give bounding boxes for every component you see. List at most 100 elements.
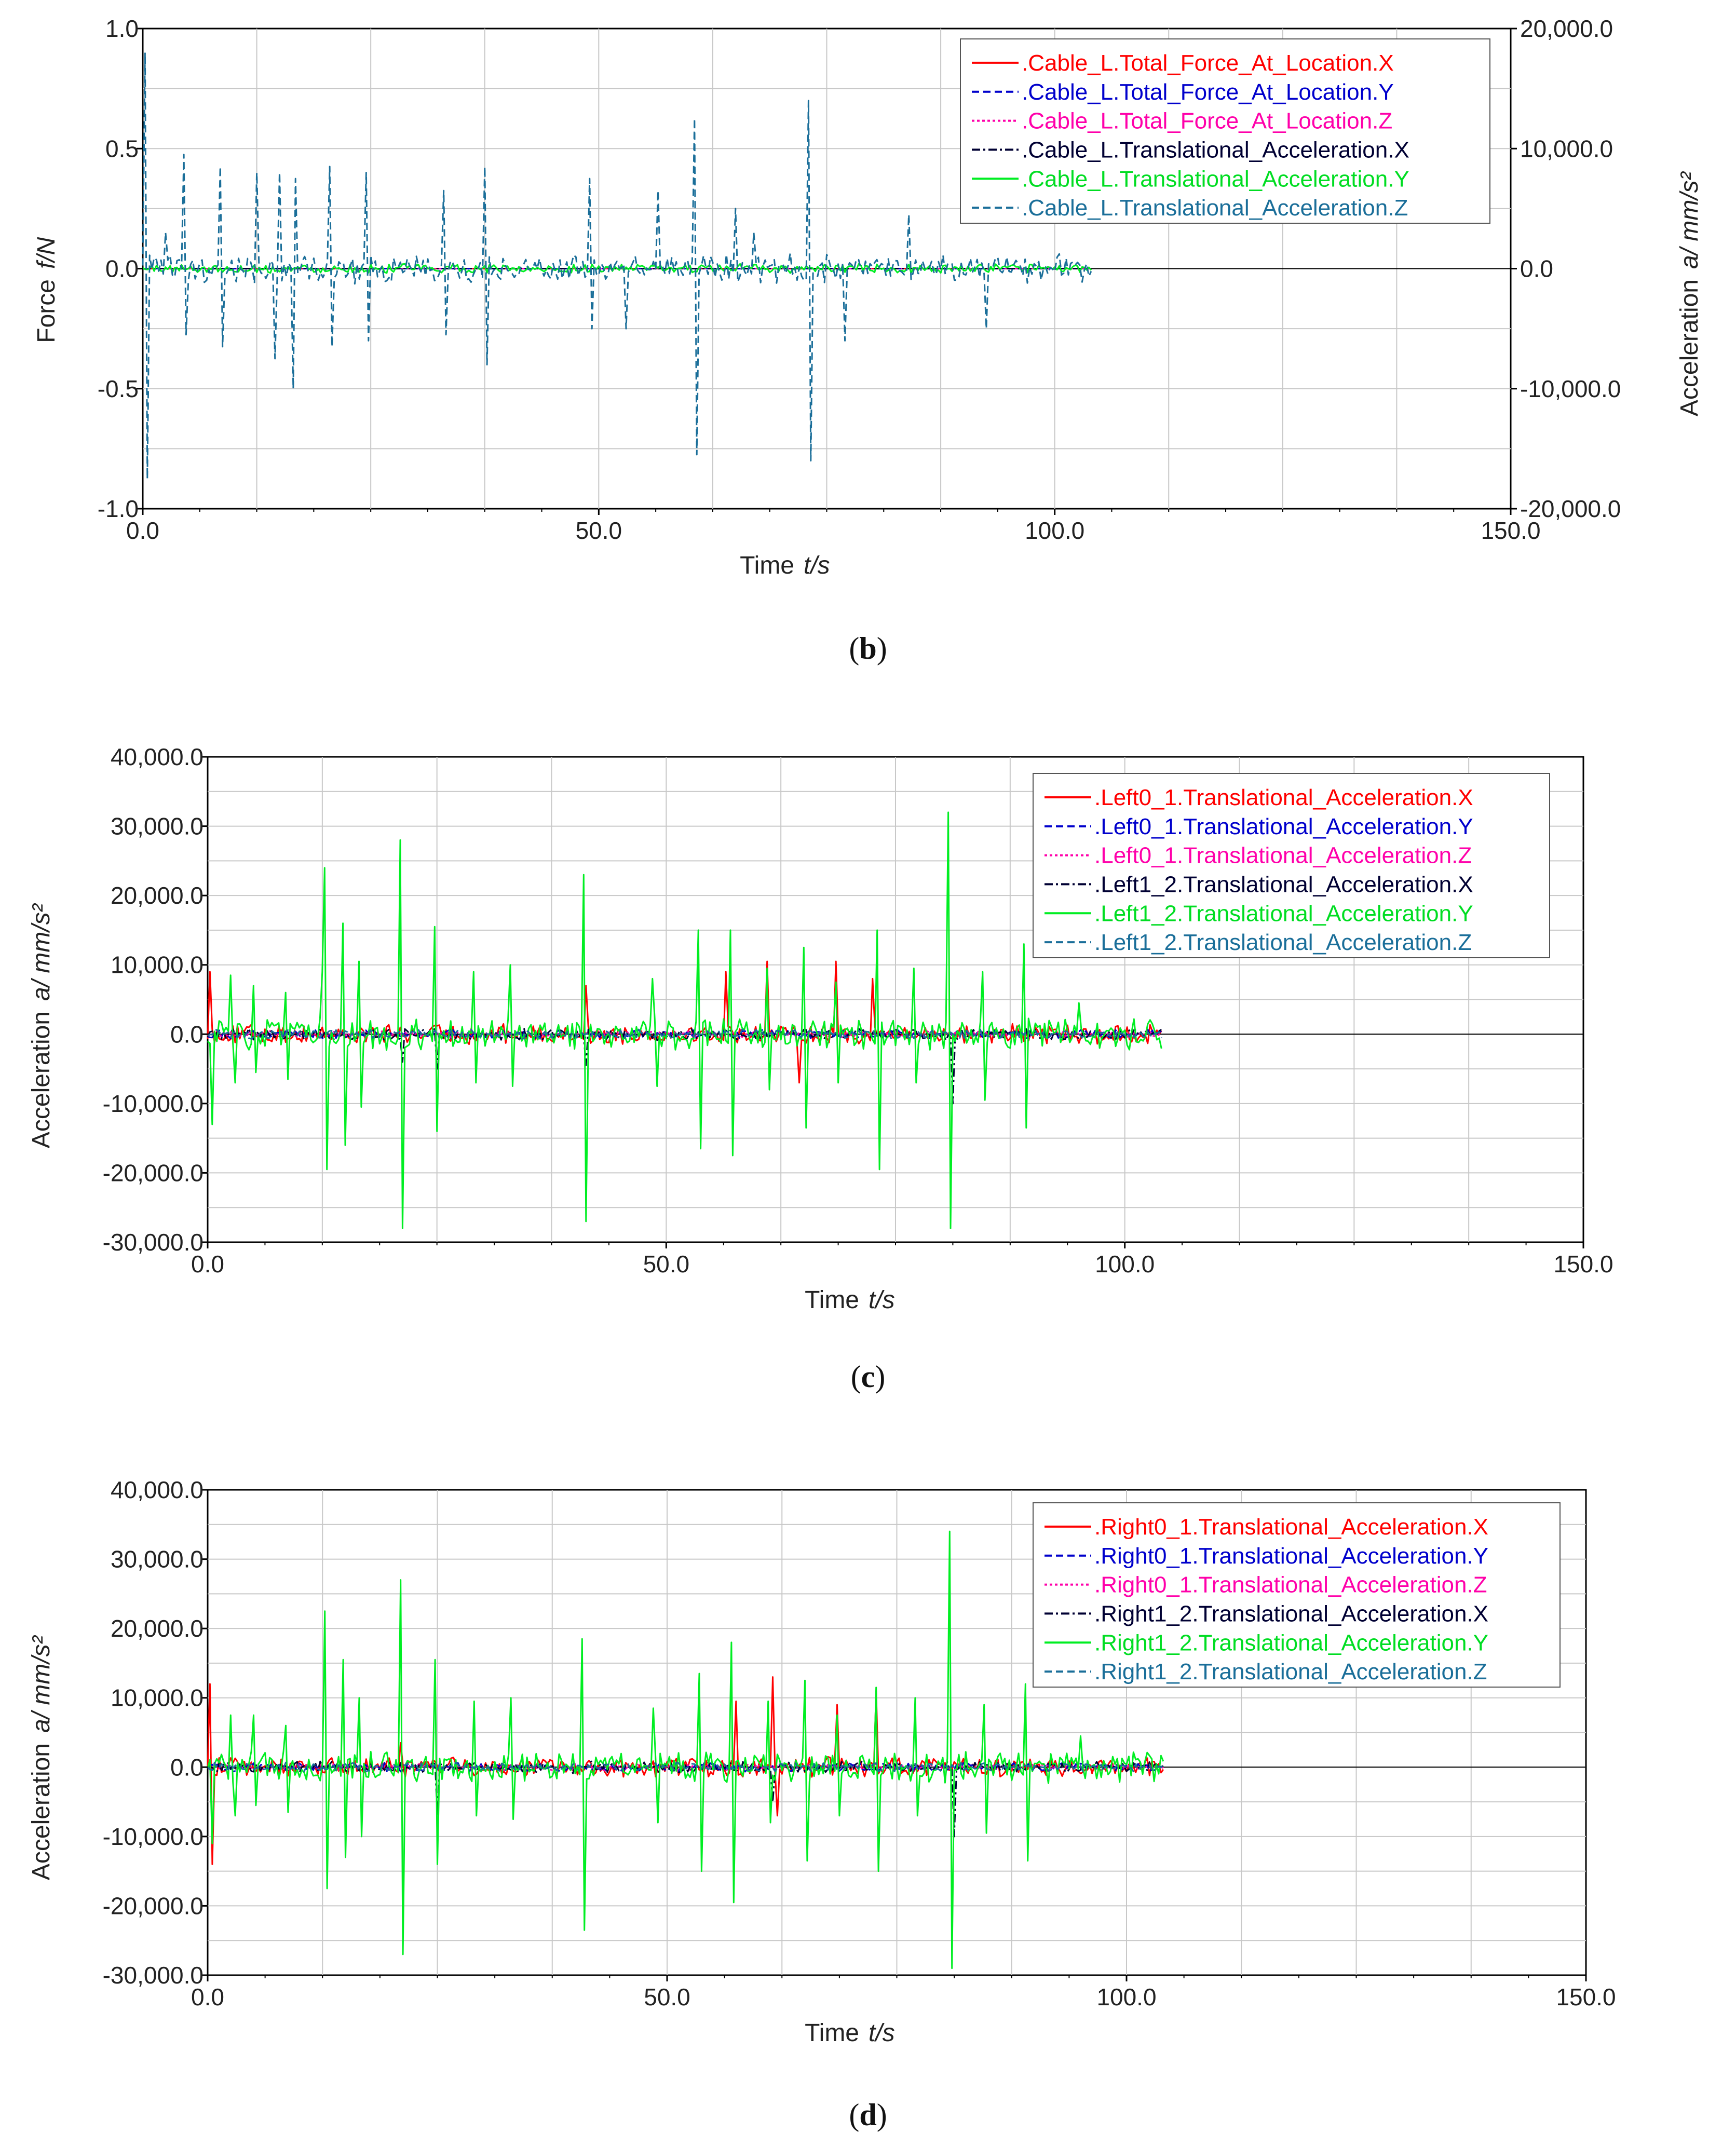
y-tick-label: 30,000.0 [111,1546,204,1573]
y-tick-label: 20,000.0 [111,882,204,909]
x-axis-title: Time [805,1286,859,1314]
caption-b: (b) [849,631,887,665]
y-axis-left-unit: a/ mm/s² [28,1635,55,1733]
legend-label: .Cable_L.Translational_Acceleration.Y [1022,166,1409,192]
chart-c: 0.0 50.0 100.0 150.0 40,000.0 30,000.0 20,000… [28,743,1613,1314]
y-axis-right-label-b: Acceleration a/ mm/s² [1676,171,1703,416]
y-tick-label: -30,000.0 [103,1229,204,1256]
legend-label: .Right1_2.Translational_Acceleration.Y [1094,1630,1488,1655]
legend-label: .Right0_1.Translational_Acceleration.X [1094,1514,1488,1540]
y-tick-label: 30,000.0 [111,813,204,840]
series-line [207,1028,1162,1040]
x-axis-label-b: Time t/s [740,552,830,579]
x-tick-label: 0.0 [191,1251,224,1278]
x-tick-label: 0.0 [191,1983,224,2010]
y-tick-label: 0.5 [105,135,139,162]
series-line [207,811,1162,1229]
y-tick-label: -10,000.0 [103,1823,204,1850]
y-tick-label: -1.0 [98,495,139,522]
caption-letter-b: b [859,631,877,665]
caption-letter-d: d [859,2098,877,2132]
x-axis-title: Time [740,552,794,579]
legend-label: .Left0_1.Translational_Acceleration.Y [1094,814,1473,839]
y-axis-left-label-b: Force f/N [33,237,60,343]
y-tick-label: 1.0 [105,15,139,42]
y-tick-label: 20,000.0 [111,1615,204,1642]
legend-label: .Right1_2.Translational_Acceleration.X [1094,1601,1488,1626]
x-axis-unit: t/s [869,1286,895,1314]
y-axis-left-unit: a/ mm/s² [28,903,55,1001]
caption-c: (c) [850,1360,886,1394]
chart-d: 0.0 50.0 100.0 150.0 40,000.0 30,000.0 20,000… [28,1476,1616,2047]
y-axis-right-title: Acceleration [1676,279,1703,416]
x-axis-unit: t/s [869,2019,895,2047]
y-ticks-left-c: 40,000.0 30,000.0 20,000.0 10,000.0 0.0 -10,0… [103,743,208,1256]
y-axis-left-label-d: Acceleration a/ mm/s² [28,1635,55,1880]
chart-b: 0.0 50.0 100.0 150.0 1.0 0.5 0.0 -0.5 -1.0 20,0… [33,15,1703,579]
x-axis-unit: t/s [804,552,830,579]
legend-d: .Right0_1.Translational_Acceleration.X .R… [1033,1502,1561,1688]
y-tick-label: 0.0 [105,255,139,282]
legend-label: .Cable_L.Translational_Acceleration.X [1022,137,1409,162]
y-tick-label: -20,000.0 [103,1892,204,1919]
y-axis-left-title: Acceleration [28,1743,55,1880]
x-tick-label: 150.0 [1553,1251,1613,1278]
legend-label: .Cable_L.Total_Force_At_Location.Z [1022,108,1392,134]
series-group-d [207,1530,1164,1969]
legend-label: .Cable_L.Translational_Acceleration.Z [1022,195,1408,221]
y-ticks-left-b: 1.0 0.5 0.0 -0.5 -1.0 [98,15,143,522]
x-tick-label: 150.0 [1481,517,1540,544]
y-tick-label: -10,000.0 [103,1090,204,1117]
x-tick-label: 150.0 [1556,1983,1616,2010]
y-ticks-right-b: 20,000.0 10,000.0 0.0 -10,000.0 -20,000.0 [1511,15,1621,522]
y-axis-right-unit: a/ mm/s² [1676,171,1703,269]
legend-label: .Right0_1.Translational_Acceleration.Y [1094,1543,1488,1569]
y-tick-label: -30,000.0 [103,1962,204,1989]
legend-label: .Left1_2.Translational_Acceleration.Z [1094,930,1472,955]
legend-label: .Right1_2.Translational_Acceleration.Z [1094,1659,1487,1684]
caption-d: (d) [849,2098,887,2132]
x-axis-label-c: Time t/s [805,1286,895,1314]
y-right-tick-label: -10,000.0 [1520,375,1621,402]
y-right-tick-label: 10,000.0 [1520,135,1613,162]
y-tick-label: -0.5 [98,375,139,402]
y-tick-label: 0.0 [170,1021,204,1048]
x-axis-label-d: Time t/s [805,2019,895,2047]
y-tick-label: 40,000.0 [111,743,204,770]
y-right-tick-label: 20,000.0 [1520,15,1613,42]
x-tick-label: 50.0 [643,1251,690,1278]
series-line [207,1761,1164,1773]
x-ticks-c: 0.0 50.0 100.0 150.0 [191,1242,1613,1278]
legend-c: .Left0_1.Translational_Acceleration.X .Le… [1033,773,1550,958]
y-axis-left-title: Acceleration [28,1011,55,1148]
x-tick-label: 50.0 [644,1983,690,2010]
series-group-c [207,811,1162,1229]
y-axis-left-title: Force [33,279,60,343]
legend-label: .Cable_L.Total_Force_At_Location.Y [1022,79,1394,105]
legend-label: .Left1_2.Translational_Acceleration.X [1094,872,1473,897]
series-group-b [142,51,1092,480]
legend-label: .Left0_1.Translational_Acceleration.X [1094,785,1473,810]
series-line [207,1530,1164,1969]
y-right-tick-label: -20,000.0 [1520,495,1621,522]
series-line [207,1676,1164,1865]
legend-label: .Left0_1.Translational_Acceleration.Z [1094,843,1472,868]
legend-b: .Cable_L.Total_Force_At_Location.X .Cable… [960,38,1490,224]
y-tick-label: 0.0 [170,1754,204,1781]
x-ticks-d: 0.0 50.0 100.0 150.0 [191,1975,1616,2010]
legend-box [1033,1502,1561,1688]
y-tick-label: 10,000.0 [111,1684,204,1711]
x-ticks-b: 0.0 50.0 100.0 150.0 [126,509,1541,544]
x-tick-label: 100.0 [1095,1251,1155,1278]
caption-letter-c: c [861,1360,875,1394]
legend-box [1033,773,1550,958]
legend-label: .Left1_2.Translational_Acceleration.Y [1094,901,1473,926]
x-tick-label: 0.0 [126,517,159,544]
x-tick-label: 50.0 [576,517,622,544]
legend-label: .Cable_L.Total_Force_At_Location.X [1022,50,1394,76]
x-axis-title: Time [805,2019,859,2047]
y-tick-label: -20,000.0 [103,1159,204,1186]
y-ticks-left-d: 40,000.0 30,000.0 20,000.0 10,000.0 0.0 -10,0… [103,1476,208,1989]
y-tick-label: 10,000.0 [111,952,204,979]
y-right-tick-label: 0.0 [1520,255,1553,282]
